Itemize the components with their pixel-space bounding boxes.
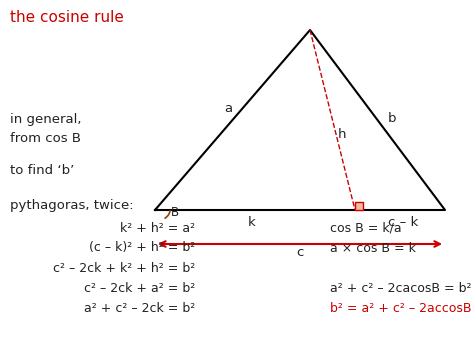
Text: a × cos B = k: a × cos B = k (330, 241, 416, 255)
Text: a² + c² – 2cacosB = b²: a² + c² – 2cacosB = b² (330, 282, 472, 295)
Text: c – k: c – k (388, 215, 418, 229)
Text: in general,: in general, (10, 114, 82, 126)
Text: to find ‘b’: to find ‘b’ (10, 164, 74, 176)
Text: pythagoras, twice:: pythagoras, twice: (10, 198, 134, 212)
Text: h: h (338, 129, 346, 142)
Text: c² – 2ck + a² = b²: c² – 2ck + a² = b² (84, 282, 195, 295)
Text: b: b (388, 111, 396, 125)
Text: a: a (224, 102, 232, 115)
Bar (355, 202, 363, 210)
Text: cos B = k/a: cos B = k/a (330, 222, 401, 235)
Text: a² + c² – 2ck = b²: a² + c² – 2ck = b² (84, 301, 195, 315)
Text: c: c (296, 246, 304, 258)
Text: the cosine rule: the cosine rule (10, 11, 124, 26)
Text: from cos B: from cos B (10, 131, 81, 144)
Text: k: k (248, 215, 256, 229)
Text: (c – k)² + h² = b²: (c – k)² + h² = b² (89, 241, 195, 255)
Text: b² = a² + c² – 2accosB: b² = a² + c² – 2accosB (330, 301, 472, 315)
Text: c² – 2ck + k² + h² = b²: c² – 2ck + k² + h² = b² (53, 262, 195, 274)
Text: k² + h² = a²: k² + h² = a² (120, 222, 195, 235)
Text: B: B (171, 206, 179, 218)
